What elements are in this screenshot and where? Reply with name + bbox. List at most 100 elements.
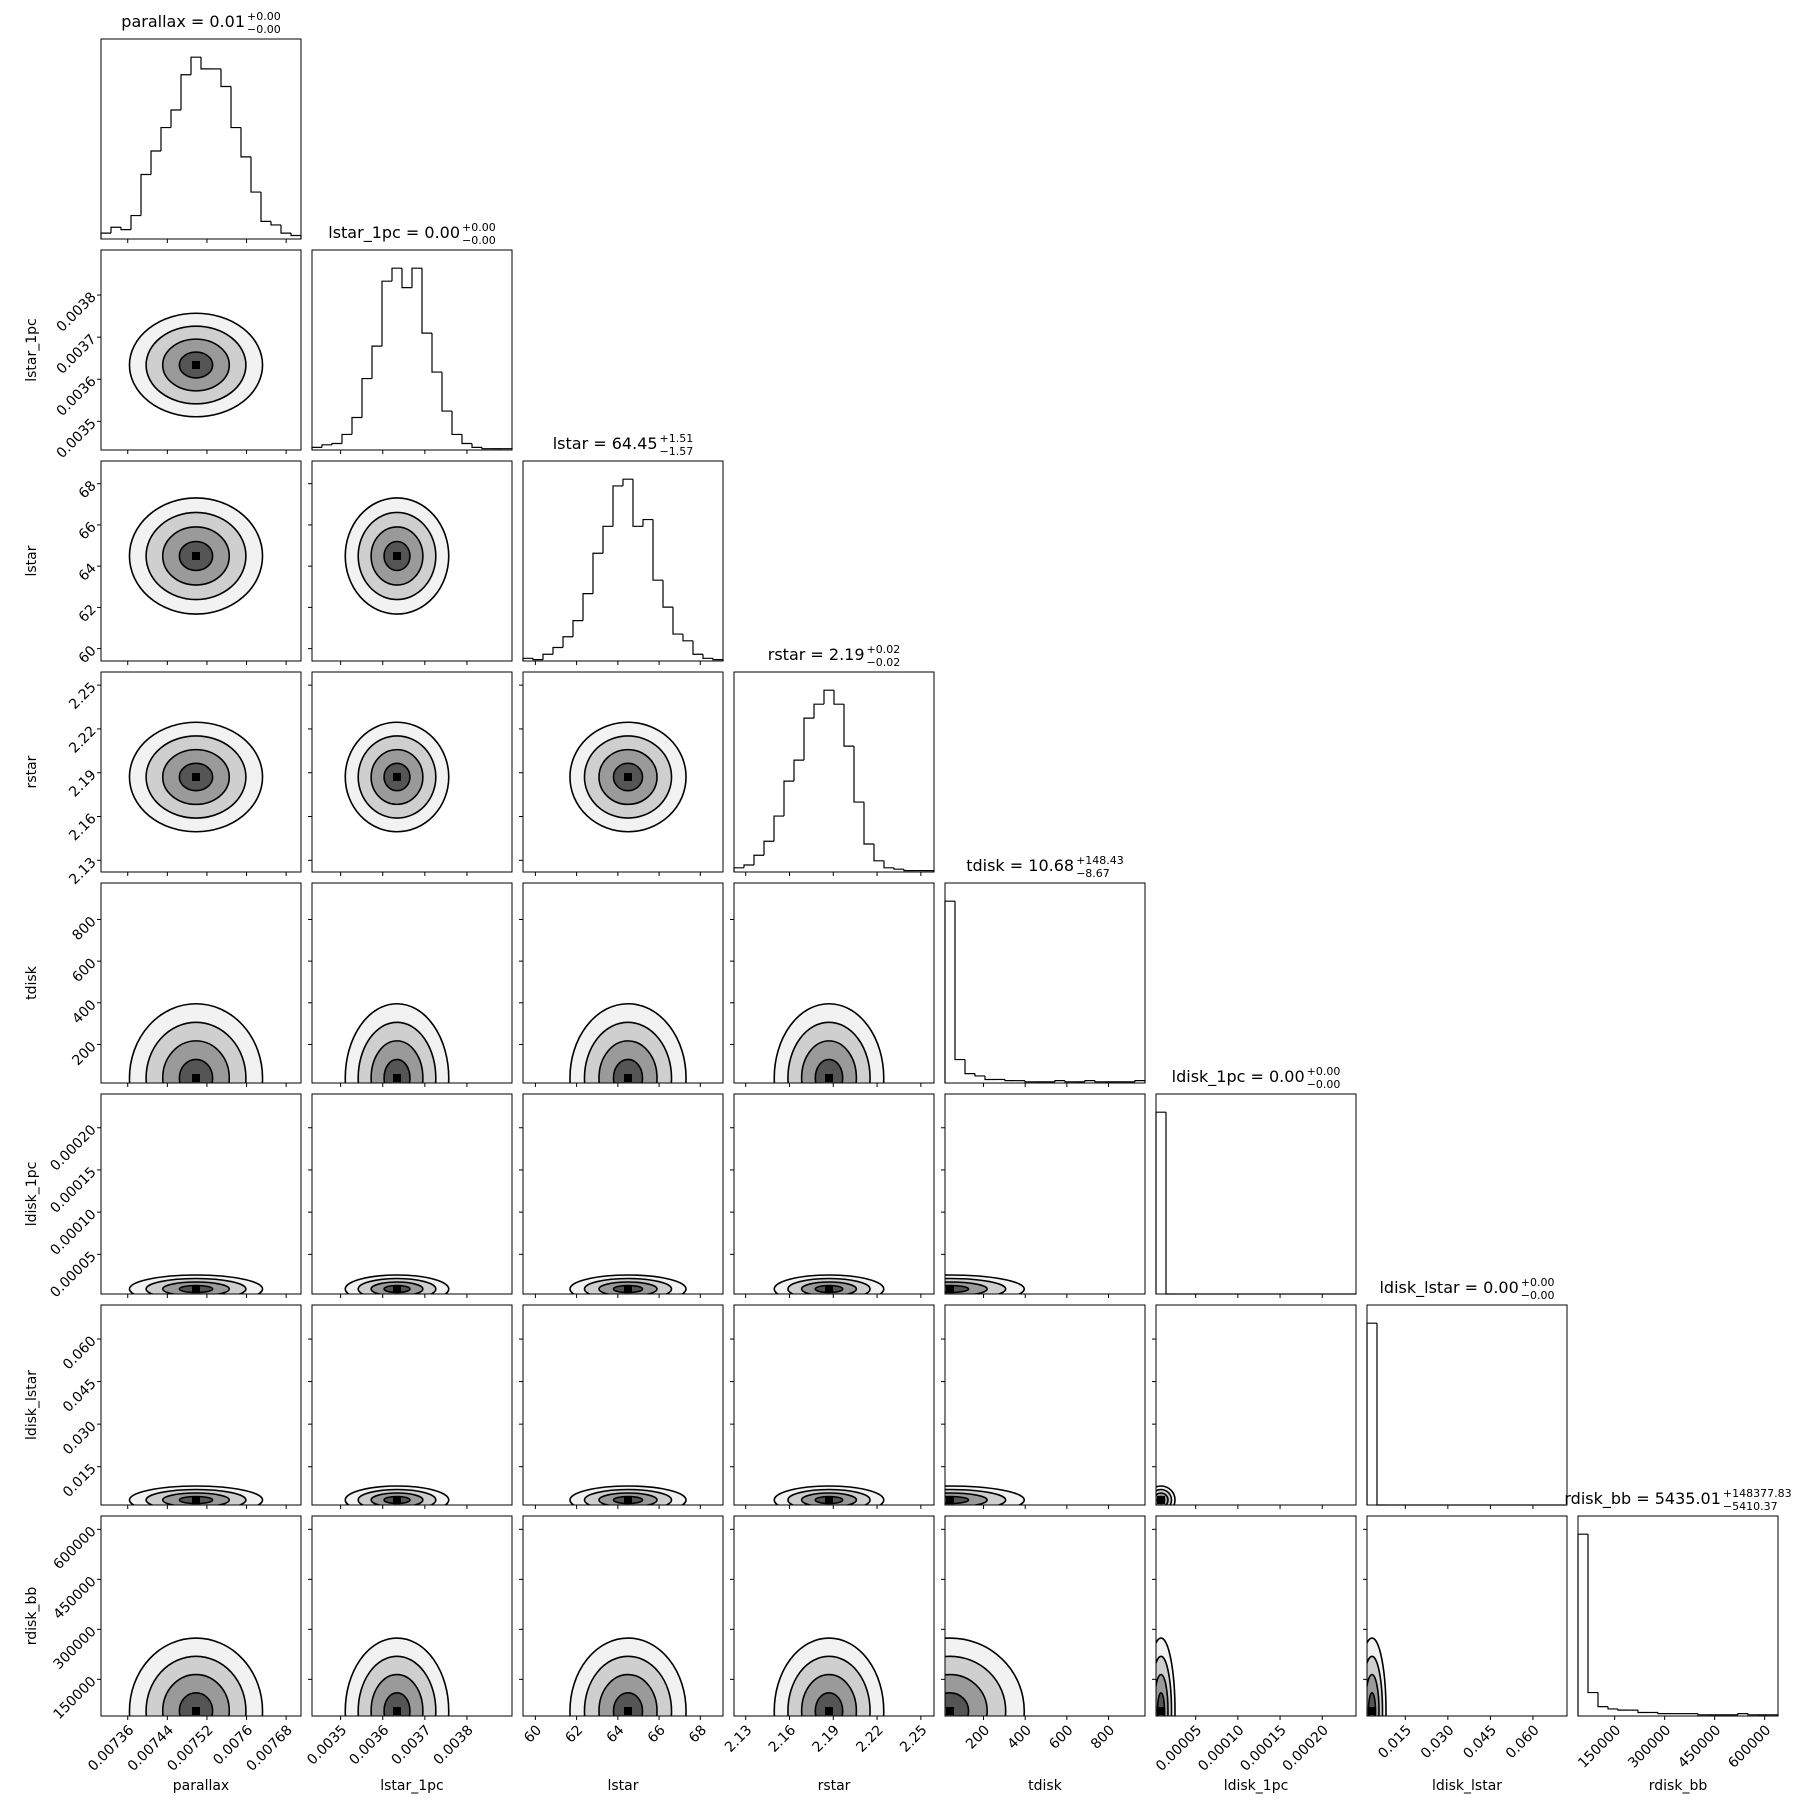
contour — [178, 1058, 214, 1083]
contour — [945, 1488, 1007, 1505]
density-peak — [393, 1707, 401, 1715]
contour — [945, 1485, 1026, 1505]
panel-frame — [522, 1515, 724, 1717]
contours — [773, 1002, 885, 1083]
panel — [519, 882, 724, 1087]
y-tick-label: 0.0036 — [54, 374, 100, 420]
density-peak — [192, 1707, 200, 1715]
panel-frame — [522, 882, 724, 1084]
contour — [800, 1673, 858, 1716]
contour — [178, 1691, 214, 1716]
contour — [598, 748, 658, 806]
histogram-bin — [411, 267, 422, 288]
panel-frame — [100, 671, 302, 873]
panel: 60 62 64 66 68 lstar — [24, 460, 302, 667]
histogram-bin — [672, 607, 683, 635]
density-peak — [624, 1285, 632, 1293]
panel-frame — [100, 1304, 302, 1506]
contours — [128, 721, 264, 833]
histogram-bin — [783, 780, 794, 817]
title-upper: +0.00 — [1521, 1276, 1555, 1289]
histogram-bin — [873, 844, 884, 862]
panel — [308, 1304, 513, 1509]
histogram-bin — [1607, 1706, 1618, 1710]
histogram-bin — [813, 703, 824, 719]
histogram-bin — [120, 227, 131, 231]
x-axis-label: tdisk — [1028, 1778, 1063, 1794]
contour — [178, 762, 214, 792]
panel-frame — [522, 671, 724, 873]
panel-frame — [944, 1515, 1146, 1717]
x-axis-label: parallax — [173, 1778, 229, 1794]
histogram-bin — [1155, 1111, 1166, 1294]
contour — [569, 1002, 687, 1083]
density-peak — [192, 773, 200, 781]
panel-frame — [311, 460, 513, 662]
density-peak — [825, 1285, 833, 1293]
x-tick-label: 68 — [686, 1722, 710, 1746]
density-peak — [192, 361, 200, 369]
x-tick-label: 600 — [1046, 1722, 1076, 1752]
panel-title: rdisk_bb = 5435.01 — [1564, 1489, 1721, 1509]
histogram-bin — [110, 226, 121, 234]
panel-frame — [733, 882, 935, 1084]
y-tick-label: 2.25 — [66, 679, 99, 712]
panel: lstar_1pc = 0.00 +0.00−0.00 — [311, 221, 513, 454]
contours — [945, 1637, 1026, 1716]
x-tick-label: 0.0036 — [346, 1722, 392, 1768]
histogram-bin — [140, 173, 151, 216]
contour — [945, 1655, 1007, 1716]
contour — [569, 1637, 687, 1716]
contour — [787, 1655, 871, 1716]
panel — [308, 671, 513, 876]
histogram-bin — [1587, 1534, 1598, 1694]
panel: tdisk = 10.68 +148.43−8.67 — [944, 854, 1146, 1087]
y-axis-label: ldisk_lstar — [24, 1370, 40, 1440]
contours — [344, 497, 450, 615]
x-axis-label: ldisk_lstar — [1432, 1778, 1502, 1794]
panel-frame — [1155, 1093, 1357, 1295]
panel-frame — [1155, 1515, 1357, 1717]
y-tick-label: 0.060 — [60, 1333, 100, 1373]
histogram-bin — [793, 759, 804, 782]
contour — [945, 1274, 1026, 1294]
contours — [344, 721, 450, 833]
contour — [583, 1655, 673, 1716]
x-tick-label: 0.015 — [1375, 1722, 1415, 1762]
histogram-bin — [1024, 1080, 1035, 1083]
contour — [344, 1637, 450, 1716]
y-tick-label: 800 — [69, 914, 99, 944]
panel-title: ldisk_lstar = 0.00 — [1379, 1278, 1518, 1298]
histogram-bin — [1597, 1692, 1608, 1708]
contour — [178, 540, 214, 572]
contour — [370, 748, 424, 806]
histogram-bin — [702, 654, 713, 659]
contour — [357, 1021, 437, 1083]
contours — [128, 1637, 264, 1716]
contour — [569, 721, 687, 833]
contour — [344, 1274, 450, 1294]
contour — [161, 1281, 231, 1294]
histogram-bin — [542, 653, 553, 660]
histogram-bin — [250, 156, 261, 193]
contours — [344, 1485, 450, 1505]
contour — [787, 1021, 871, 1083]
contour — [787, 1488, 871, 1505]
contour — [161, 338, 231, 392]
y-tick-label: 0.0037 — [54, 332, 100, 378]
title-upper: +0.00 — [462, 221, 496, 234]
contour — [945, 1281, 988, 1294]
contour — [773, 1637, 885, 1716]
x-tick-label: 400 — [1005, 1722, 1035, 1752]
x-axis-label: lstar_1pc — [380, 1778, 444, 1794]
density — [815, 1059, 843, 1083]
contour — [161, 526, 231, 586]
histogram-bin — [642, 518, 653, 527]
histogram-bin — [803, 717, 814, 761]
y-tick-label: 400 — [69, 997, 99, 1027]
histogram-bin — [421, 268, 432, 334]
histogram-bin — [532, 658, 543, 661]
